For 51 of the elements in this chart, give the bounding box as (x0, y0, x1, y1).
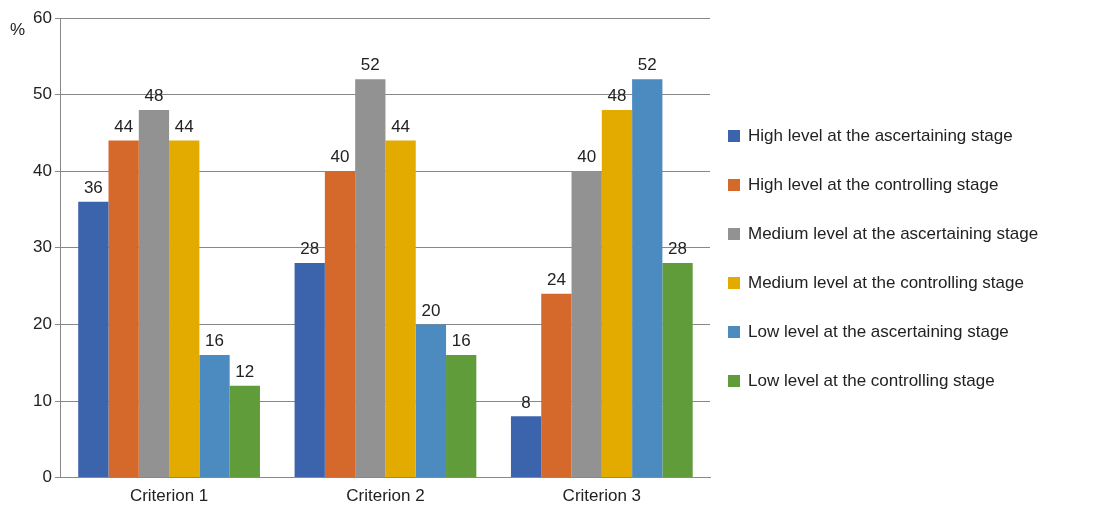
bar (415, 324, 447, 478)
legend-label: Low level at the ascertaining stage (748, 320, 1009, 343)
y-tick-label: 60 (32, 7, 52, 27)
data-label: 48 (144, 86, 164, 106)
bar (385, 140, 416, 478)
x-tick-label: Criterion 1 (129, 486, 209, 506)
data-label: 24 (546, 269, 566, 289)
bar (510, 416, 542, 478)
data-label: 16 (451, 331, 471, 351)
data-label: 44 (174, 116, 194, 136)
bar (446, 355, 477, 478)
legend-label: Medium level at the ascertaining stage (748, 222, 1039, 245)
data-label: 16 (205, 331, 224, 351)
y-tick-label: 30 (32, 237, 52, 257)
data-label: 44 (391, 116, 411, 136)
y-tick-label: 10 (32, 390, 52, 410)
data-label: 28 (300, 239, 320, 259)
x-tick-label: Criterion 2 (346, 486, 425, 506)
bar (541, 293, 572, 478)
data-label: 12 (235, 361, 255, 381)
legend-label: Low level at the controlling stage (748, 369, 995, 392)
bar (229, 385, 260, 478)
data-label: 8 (521, 392, 531, 412)
data-label: 40 (577, 147, 597, 167)
data-label: 36 (83, 178, 103, 198)
data-label: 48 (607, 86, 627, 106)
y-tick-label: 40 (32, 160, 52, 180)
data-label: 40 (330, 147, 350, 167)
y-axis-title: % (10, 20, 26, 40)
bar (324, 171, 356, 478)
bar (169, 140, 200, 478)
x-tick-label: Criterion 3 (562, 486, 642, 506)
bar (662, 263, 693, 478)
data-label: 52 (637, 55, 657, 75)
data-label: 20 (421, 300, 441, 320)
bar (78, 201, 109, 478)
bar (199, 355, 230, 478)
bar (294, 263, 325, 478)
bar (601, 109, 633, 478)
data-label: 44 (114, 116, 134, 136)
legend-label: High level at the controlling stage (748, 173, 999, 196)
bar (632, 79, 663, 478)
legend-label: High level at the ascertaining stage (748, 124, 1013, 147)
bar (138, 109, 170, 478)
data-label: 28 (668, 239, 688, 259)
y-tick-label: 50 (32, 84, 52, 104)
legend-label: Medium level at the controlling stage (748, 271, 1024, 294)
data-label: 52 (360, 55, 380, 75)
bar (108, 140, 139, 478)
y-tick-label: 20 (32, 314, 52, 334)
y-tick-label: 0 (42, 467, 52, 487)
